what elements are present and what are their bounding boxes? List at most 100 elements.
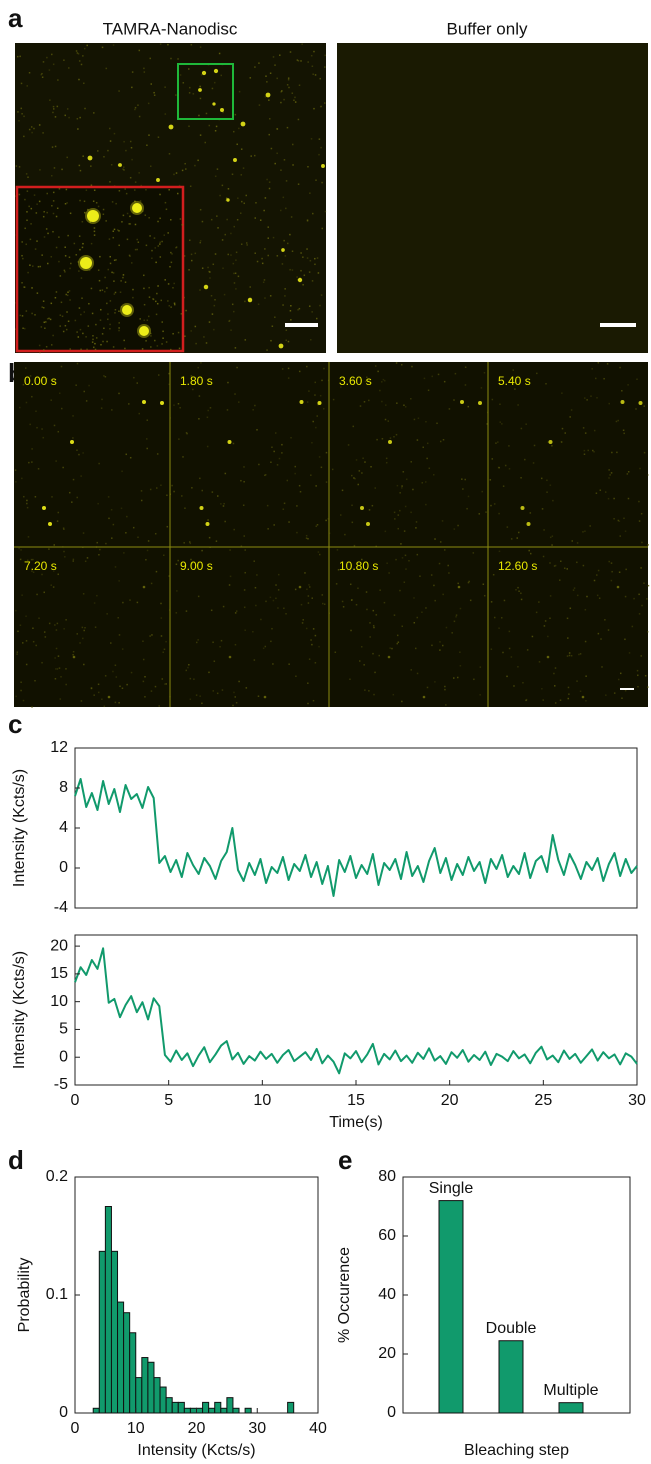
speckle bbox=[86, 44, 88, 47]
speckle bbox=[244, 339, 247, 341]
speckle bbox=[140, 490, 143, 492]
speckle bbox=[30, 126, 33, 128]
spot bbox=[366, 522, 370, 526]
speckle bbox=[69, 299, 71, 301]
speckle bbox=[109, 255, 111, 258]
speckle bbox=[457, 524, 459, 527]
speckle bbox=[41, 72, 43, 75]
speckle bbox=[274, 64, 276, 66]
speckle bbox=[256, 574, 258, 576]
speckle bbox=[566, 568, 569, 570]
speckle bbox=[275, 597, 277, 600]
speckle bbox=[529, 552, 532, 555]
speckle bbox=[207, 266, 209, 269]
speckle bbox=[317, 272, 320, 274]
speckle bbox=[78, 453, 80, 456]
speckle bbox=[165, 683, 167, 685]
speckle bbox=[498, 627, 500, 629]
speckle bbox=[80, 277, 83, 279]
speckle bbox=[301, 622, 304, 624]
speckle bbox=[377, 370, 379, 373]
speckle bbox=[54, 116, 57, 118]
speckle bbox=[313, 50, 315, 53]
speckle bbox=[82, 532, 85, 534]
spot bbox=[212, 102, 216, 106]
speckle bbox=[278, 573, 280, 576]
speckle bbox=[316, 415, 319, 417]
speckle bbox=[118, 90, 120, 92]
speckle bbox=[155, 570, 158, 573]
speckle bbox=[125, 453, 128, 456]
speckle bbox=[68, 290, 71, 292]
speckle bbox=[624, 689, 627, 692]
speckle bbox=[295, 675, 297, 678]
speckle bbox=[263, 279, 266, 281]
y-tick-label: 40 bbox=[378, 1286, 396, 1303]
speckle bbox=[37, 468, 40, 470]
x-axis-label: Time(s) bbox=[329, 1114, 383, 1131]
spot bbox=[42, 506, 46, 510]
speckle bbox=[501, 423, 503, 425]
speckle bbox=[388, 572, 390, 574]
speckle bbox=[281, 443, 283, 446]
speckle bbox=[24, 227, 26, 230]
speckle bbox=[100, 343, 102, 346]
speckle bbox=[242, 504, 245, 507]
speckle bbox=[197, 366, 199, 369]
speckle bbox=[459, 651, 461, 653]
speckle bbox=[199, 208, 202, 211]
speckle bbox=[336, 549, 339, 551]
speckle bbox=[120, 280, 122, 282]
speckle bbox=[311, 280, 314, 282]
speckle bbox=[582, 427, 585, 429]
speckle bbox=[568, 652, 571, 654]
speckle bbox=[123, 166, 125, 168]
spot bbox=[228, 655, 232, 659]
speckle bbox=[387, 420, 390, 422]
speckle bbox=[67, 320, 70, 323]
speckle bbox=[95, 323, 97, 326]
speckle bbox=[69, 267, 71, 270]
speckle bbox=[210, 294, 213, 297]
speckle bbox=[23, 135, 25, 138]
speckle bbox=[486, 423, 488, 425]
speckle bbox=[549, 484, 552, 486]
speckle bbox=[210, 218, 213, 221]
speckle bbox=[374, 487, 376, 489]
hist-bar bbox=[104, 1206, 112, 1414]
speckle bbox=[210, 609, 213, 612]
speckle bbox=[49, 99, 51, 101]
speckle bbox=[491, 398, 494, 401]
speckle bbox=[308, 586, 311, 588]
speckle bbox=[26, 219, 28, 222]
speckle bbox=[448, 408, 451, 410]
speckle bbox=[514, 388, 516, 390]
hist-bar bbox=[153, 1377, 161, 1414]
speckle bbox=[623, 517, 625, 520]
speckle bbox=[608, 402, 611, 405]
speckle bbox=[573, 587, 576, 589]
speckle bbox=[79, 328, 82, 331]
speckle bbox=[72, 415, 74, 417]
speckle bbox=[376, 438, 378, 441]
speckle bbox=[101, 398, 103, 401]
speckle bbox=[175, 246, 178, 248]
hist-bar bbox=[220, 1407, 228, 1414]
speckle bbox=[156, 345, 159, 347]
speckle bbox=[55, 460, 57, 462]
speckle bbox=[173, 404, 175, 406]
speckle bbox=[209, 271, 211, 273]
speckle bbox=[245, 242, 248, 244]
speckle bbox=[542, 699, 544, 701]
speckle bbox=[258, 62, 260, 64]
speckle bbox=[517, 531, 520, 534]
speckle bbox=[281, 263, 284, 265]
speckle bbox=[436, 422, 438, 425]
speckle bbox=[63, 628, 65, 630]
speckle bbox=[283, 98, 285, 101]
speckle bbox=[234, 347, 237, 349]
speckle bbox=[274, 316, 276, 318]
speckle bbox=[55, 668, 57, 670]
speckle bbox=[401, 485, 403, 487]
speckle bbox=[214, 299, 216, 301]
